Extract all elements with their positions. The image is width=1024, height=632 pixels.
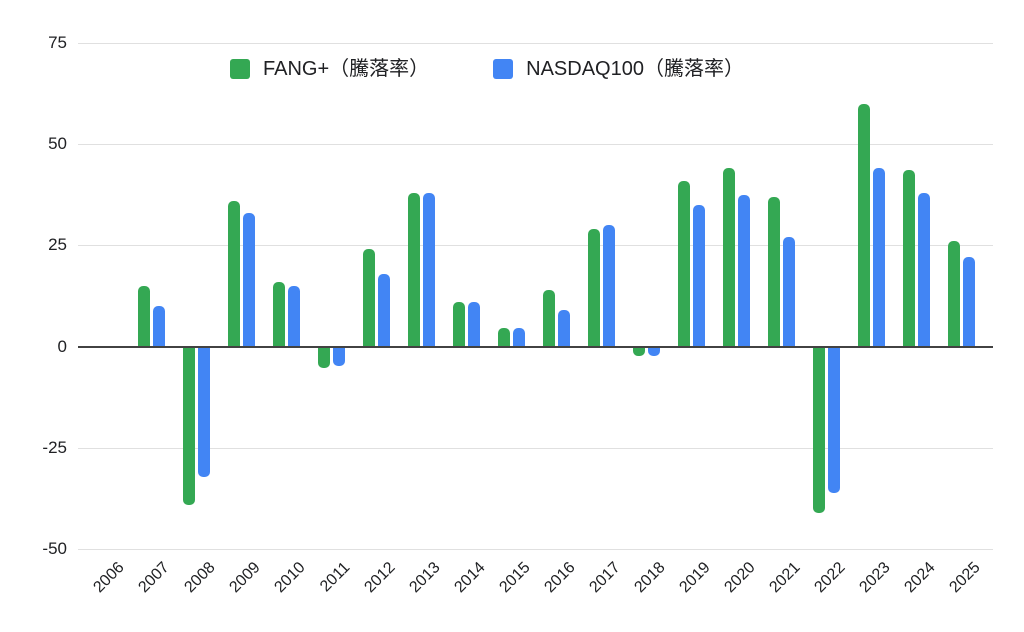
bar-fang-2018 [633,347,646,356]
legend-label-fang: FANG+（騰落率） [263,58,430,80]
x-axis-label-2011: 2011 [316,559,354,596]
bar-fang-2019 [678,180,691,347]
bar-fang-2023 [858,103,871,347]
bar-fang-2012 [362,249,375,347]
bar-nasdaq-2015 [512,328,525,347]
bar-nasdaq-2021 [783,237,796,347]
bar-nasdaq-2008 [197,347,210,477]
legend-item-nasdaq: NASDAQ100（騰落率） [493,57,744,81]
bar-nasdaq-2017 [603,225,616,347]
bar-fang-2008 [182,347,195,506]
bar-fang-2011 [317,347,330,368]
bar-fang-2013 [407,192,420,347]
x-axis-label-2024: 2024 [901,559,939,597]
gridline-25 [78,245,993,247]
x-axis-label-2018: 2018 [631,559,669,597]
bar-fang-2024 [903,170,916,347]
bar-nasdaq-2023 [873,168,886,347]
bar-nasdaq-2024 [918,192,931,347]
y-axis-tick-label: -50 [42,538,67,558]
x-axis-label-2006: 2006 [90,559,129,597]
bar-nasdaq-2012 [377,273,390,347]
x-axis-label-2015: 2015 [496,559,534,597]
bar-nasdaq-2018 [648,347,661,356]
x-axis-label-2009: 2009 [225,559,264,597]
x-axis-label-2025: 2025 [946,559,984,597]
x-axis-label-2008: 2008 [180,559,219,597]
x-axis-label-2019: 2019 [676,559,714,597]
bar-fang-2025 [948,241,961,347]
x-axis-zero-line [78,345,993,348]
x-axis-label-2013: 2013 [406,559,444,597]
bar-nasdaq-2016 [558,310,570,347]
fang-series-swatch-icon [230,59,250,79]
y-axis-tick-label: -25 [42,437,67,457]
bar-nasdaq-2013 [422,192,435,347]
bar-fang-2021 [768,196,781,347]
bar-nasdaq-2007 [152,306,165,347]
bar-nasdaq-2022 [828,347,841,494]
bar-fang-2014 [452,301,465,347]
bar-nasdaq-2014 [467,301,480,347]
x-axis-label-2016: 2016 [541,559,579,597]
gridline--25 [78,447,993,449]
bar-nasdaq-2011 [332,347,345,366]
x-axis-label-2007: 2007 [135,559,174,597]
x-axis-label-2023: 2023 [856,559,894,597]
legend-label-nasdaq: NASDAQ100（騰落率） [526,58,744,80]
legend-item-fang: FANG+（騰落率） [230,57,429,81]
y-axis-tick-label: 0 [57,336,67,356]
bar-fang-2015 [497,328,510,347]
chart-legend: FANG+（騰落率） NASDAQ100（騰落率） [230,57,744,81]
x-axis-label-2014: 2014 [451,559,489,597]
bar-fang-2020 [723,168,736,347]
bar-nasdaq-2020 [738,194,751,347]
x-axis-label-2010: 2010 [271,559,309,597]
x-axis-label-2017: 2017 [586,559,624,597]
x-axis-label-2022: 2022 [811,559,849,597]
bar-fang-2022 [813,347,826,514]
bar-fang-2007 [137,285,150,347]
gridline-75 [78,42,993,44]
bar-fang-2017 [588,229,601,347]
y-axis-tick-label: 75 [48,32,67,52]
y-axis-tick-label: 25 [48,235,67,255]
bar-nasdaq-2025 [963,257,976,347]
bar-fang-2009 [227,200,240,347]
bar-fang-2016 [543,289,555,347]
bar-fang-2010 [272,281,285,347]
bar-nasdaq-2010 [287,285,300,347]
x-axis-label-2012: 2012 [361,559,399,597]
bar-nasdaq-2019 [693,204,706,347]
gridline--50 [78,548,993,550]
bar-nasdaq-2009 [242,212,255,347]
nasdaq-series-swatch-icon [493,59,514,79]
x-axis-label-2020: 2020 [721,559,759,597]
x-axis-label-2021: 2021 [766,559,804,597]
y-axis-tick-label: 50 [48,134,67,154]
gridline-50 [78,144,993,146]
